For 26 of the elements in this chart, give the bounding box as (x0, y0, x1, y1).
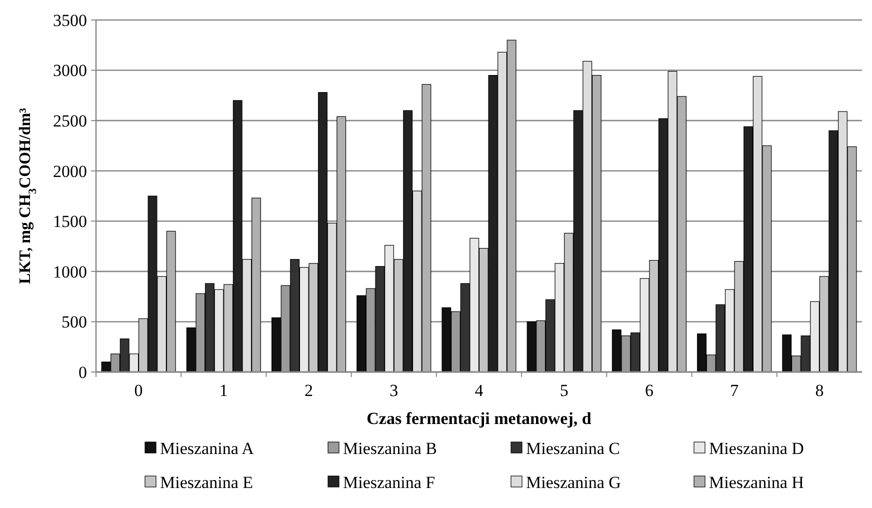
x-tick-label: 4 (474, 381, 484, 400)
legend-label: Mieszanina G (526, 472, 621, 492)
legend-label: Mieszanina D (709, 438, 804, 458)
y-tick-label: 1500 (53, 212, 87, 232)
y-tick-label: 0 (78, 362, 87, 382)
x-tick-label: 1 (219, 381, 228, 400)
x-tick-label: 3 (390, 381, 398, 400)
x-axis-title: Czas fermentacji metanowej, d (366, 409, 592, 428)
x-tick-label: 6 (644, 381, 654, 400)
x-tick-label: 5 (560, 381, 568, 400)
legend-label: Mieszanina C (526, 438, 620, 458)
y-tick-label: 2000 (53, 162, 87, 181)
x-tick-label: 2 (304, 381, 314, 400)
x-tick-label: 7 (730, 381, 740, 400)
y-tick-label: 3500 (53, 10, 87, 30)
y-tick-label: 3000 (53, 61, 87, 80)
x-tick-label: 0 (134, 381, 143, 400)
legend-label: Mieszanina E (160, 472, 253, 492)
y-tick-label: 2500 (53, 112, 87, 131)
legend-label: Mieszanina H (709, 472, 804, 492)
legend-label: Mieszanina A (160, 438, 255, 458)
x-tick-label: 8 (815, 381, 824, 400)
legend-label: Mieszanina F (343, 472, 436, 492)
y-tick-label: 1000 (53, 262, 87, 282)
legend-label: Mieszanina B (343, 438, 437, 458)
y-tick-label: 500 (62, 312, 87, 332)
